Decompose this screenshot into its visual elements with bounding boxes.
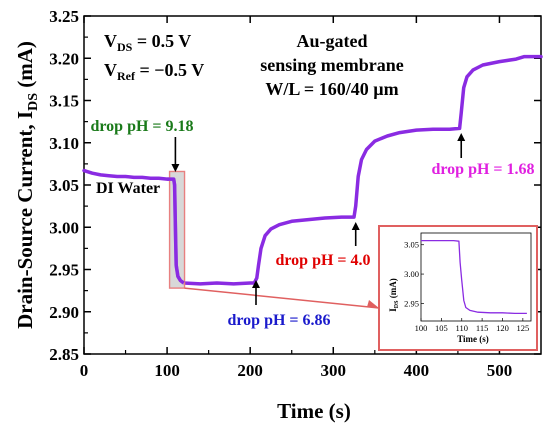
y-tick-label: 3.05	[49, 176, 79, 195]
y-tick-label: 3.10	[49, 134, 79, 153]
vref-value: = −0.5 V	[135, 60, 204, 80]
inset-chart: 100 105 110 115 120 125 2.95 3.00 3.05	[378, 225, 538, 351]
y-tick-label: 3.00	[49, 218, 79, 237]
x-tick-label: 300	[321, 361, 347, 380]
x-axis-label: Time (s)	[277, 399, 351, 423]
vds-label: VDS = 0.5 V	[104, 31, 191, 54]
info-line-3: W/L = 160/40 µm	[265, 79, 398, 99]
y-tick-label: 2.90	[49, 303, 79, 322]
ticks: 0 100 200 300 400 500 2.85 2.90 2.95 3.00 3.05 3.10…	[49, 7, 541, 380]
inset-x-tick-label: 120	[496, 323, 509, 333]
y-axis-label-sub: DS	[26, 93, 41, 111]
y-axis-label-unit: (mA)	[13, 41, 37, 93]
y-tick-label: 3.20	[49, 49, 79, 68]
vref-symbol: V	[104, 60, 117, 80]
y-tick-label: 3.25	[49, 7, 79, 26]
annotations	[167, 133, 466, 309]
inset-y-label-main: I	[388, 308, 398, 312]
series	[82, 54, 543, 286]
inset-y-label-sub: DS	[394, 300, 400, 308]
annotation-ph-4-0: drop pH = 4.0	[275, 252, 370, 269]
arrow-ph-1-68-head	[457, 133, 466, 141]
arrow-ph-6-86-head	[251, 280, 260, 288]
y-tick-label: 3.15	[49, 92, 79, 111]
highlight-series-segment	[167, 177, 185, 285]
y-axis-label: Drain-Source Current, IDS (mA)	[13, 41, 41, 329]
x-tick-label: 500	[487, 361, 513, 380]
inset-plot-frame	[420, 232, 532, 322]
inset-series-line	[421, 239, 527, 315]
x-tick-label: 200	[237, 361, 263, 380]
inset-x-tick-label: 125	[516, 323, 529, 333]
annotation-ph-9-18: drop pH = 9.18	[90, 118, 193, 135]
arrow-ph-9-18-head	[171, 164, 180, 172]
zoom-connector-arrowhead	[367, 300, 379, 308]
x-tick-label: 400	[404, 361, 430, 380]
vref-label: VRef = −0.5 V	[104, 60, 204, 83]
inset-x-tick-label: 115	[476, 323, 488, 333]
inset-x-axis-label: Time (s)	[457, 334, 489, 344]
vds-sub: DS	[117, 40, 133, 54]
vds-symbol: V	[104, 31, 117, 51]
inset-y-label-unit: (mA)	[388, 278, 398, 300]
y-tick-label: 2.85	[49, 345, 79, 364]
inset-frame	[378, 225, 538, 351]
inset-y-tick-label: 2.95	[404, 298, 419, 308]
inset-x-tick-label: 105	[435, 323, 448, 333]
inset-x-tick-label: 100	[415, 323, 428, 333]
annotation-ph-1-68: drop pH = 1.68	[431, 161, 534, 178]
inset-x-tick-label: 110	[456, 323, 468, 333]
inset-y-tick-label: 3.05	[404, 240, 419, 250]
vref-sub: Ref	[117, 69, 136, 83]
info-line-2: sensing membrane	[260, 55, 404, 75]
zoom-connector-line	[184, 287, 380, 309]
series-line	[82, 54, 543, 286]
inset-y-axis-label: IDS (mA)	[388, 278, 400, 311]
annotation-di-water: DI Water	[96, 180, 160, 197]
y-tick-label: 2.95	[49, 261, 79, 280]
y-axis-label-main: Drain-Source Current, I	[13, 111, 37, 329]
info-line-1: Au-gated	[297, 31, 368, 51]
x-tick-label: 100	[154, 361, 180, 380]
vds-value: = 0.5 V	[132, 31, 191, 51]
x-tick-label: 0	[80, 361, 89, 380]
inset-y-tick-label: 3.00	[404, 269, 419, 279]
arrow-ph-4-0-head	[351, 222, 360, 230]
annotation-ph-6-86: drop pH = 6.86	[227, 312, 330, 329]
